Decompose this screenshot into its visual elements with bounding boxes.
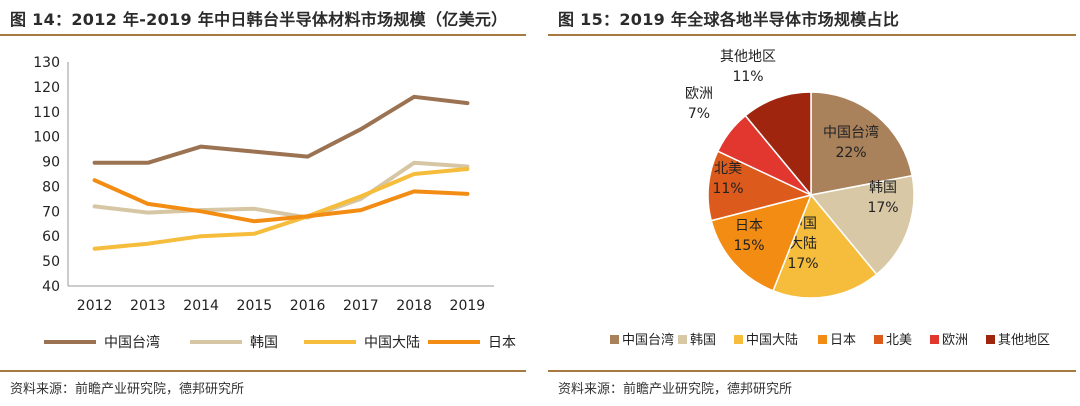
legend-label: 北美: [886, 333, 912, 348]
x-tick-label: 2018: [396, 298, 432, 314]
legend-label: 韩国: [690, 333, 716, 348]
x-tick-label: 2019: [450, 298, 486, 314]
right-chart-panel: 图 15：2019 年全球各地半导体市场规模占比 中国台湾 22% 韩国 17% 中国大…: [548, 0, 1080, 406]
legend-swatch: [986, 335, 995, 344]
series-line-1: [92, 160, 470, 220]
legend-swatch: [818, 335, 827, 344]
y-tick-label: 50: [42, 254, 60, 270]
legend-label: 中国台湾: [104, 334, 160, 351]
slice-value-label: 17%: [867, 200, 898, 216]
legend-swatch: [930, 335, 939, 344]
x-tick-label: 2015: [237, 298, 273, 314]
slice-name-label: 其他地区: [720, 49, 776, 65]
legend-swatch: [874, 335, 883, 344]
y-tick-label: 120: [33, 80, 60, 96]
legend-label: 其他地区: [998, 333, 1050, 348]
series-line-2: [92, 167, 470, 251]
pie-slice: [710, 193, 813, 292]
slice-name-label: 中国台湾: [823, 124, 879, 141]
y-tick-label: 80: [42, 179, 60, 195]
legend-swatch: [734, 335, 743, 344]
line-chart: 40 50 60 70 80 90 100 110 120 130 2012 2013 2014 2015…: [33, 55, 516, 351]
y-tick-label: 70: [42, 204, 60, 220]
slice-name-label: 欧洲: [685, 86, 713, 102]
y-tick-label: 130: [33, 55, 60, 71]
source-note: 资料来源：前瞻产业研究院，德邦研究所: [10, 382, 245, 397]
line-chart-title: 图 14：2012 年-2019 年中日韩台半导体材料市场规模（亿美元）: [10, 10, 508, 29]
x-tick-label: 2012: [77, 298, 113, 314]
source-note: 资料来源：前瞻产业研究院，德邦研究所: [558, 382, 793, 397]
title-rule: [548, 34, 1076, 36]
pie-slice: [744, 91, 812, 198]
x-tick-label: 2014: [183, 298, 219, 314]
series-line-3: [92, 178, 470, 224]
x-tick-label: 2013: [130, 298, 166, 314]
y-tick-label: 100: [33, 130, 60, 146]
pie-slice: [809, 174, 915, 276]
legend-label: 韩国: [250, 335, 278, 351]
legend-swatch: [678, 335, 687, 344]
legend-label: 日本: [830, 333, 856, 348]
legend-label: 中国台湾: [622, 332, 674, 348]
title-rule: [0, 34, 526, 36]
slice-value-label: 15%: [733, 238, 764, 254]
slice-name-label: 北美: [714, 161, 742, 177]
source-rule: [0, 370, 526, 372]
legend-label: 欧洲: [942, 333, 968, 348]
legend-label: 中国大陆: [364, 335, 420, 351]
legend-label: 中国大陆: [746, 332, 798, 348]
left-chart-panel: 图 14：2012 年-2019 年中日韩台半导体材料市场规模（亿美元） 40 5…: [0, 0, 530, 406]
slice-value-label: 11%: [712, 181, 743, 197]
y-tick-label: 60: [42, 229, 60, 245]
slice-name-label: 韩国: [869, 180, 897, 196]
series-line-0: [92, 94, 470, 165]
legend-label: 日本: [488, 335, 516, 351]
slice-name-label: 日本: [735, 218, 763, 234]
pie-chart: 中国台湾 22% 韩国 17% 中国大陆 17% 日本 15% 北美 11% 欧洲 7% 其他地区 11%…: [610, 49, 1050, 348]
pie-slice: [707, 150, 814, 222]
legend-swatch: [610, 335, 619, 344]
y-tick-label: 90: [42, 155, 60, 171]
slice-value-label: 11%: [732, 69, 763, 85]
slice-name-label: 大陆: [789, 236, 817, 252]
pie-slice: [810, 91, 914, 196]
source-rule: [548, 370, 1076, 372]
slice-value-label: 7%: [688, 106, 710, 122]
x-tick-label: 2017: [343, 298, 379, 314]
slice-value-label: 17%: [787, 256, 818, 272]
slice-value-label: 22%: [835, 145, 866, 161]
pie-slice: [772, 193, 878, 299]
pie-chart-title: 图 15：2019 年全球各地半导体市场规模占比: [558, 10, 900, 29]
y-tick-label: 40: [42, 279, 60, 295]
x-tick-label: 2016: [290, 298, 326, 314]
y-tick-label: 110: [33, 105, 60, 121]
